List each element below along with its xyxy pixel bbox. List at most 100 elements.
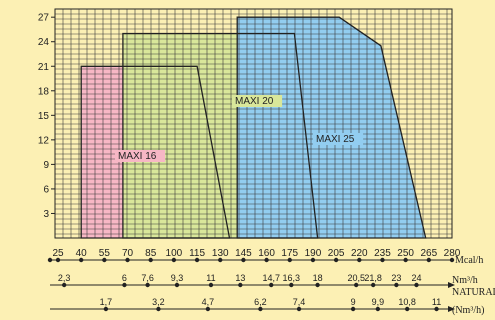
secondary-scale-tick-label: 4,7 — [202, 297, 215, 307]
secondary-scale-tick-label: 9,9 — [372, 297, 385, 307]
secondary-scale-tick-label: 6,2 — [254, 297, 267, 307]
x-tick-label: 250 — [397, 248, 414, 259]
series-area-3 — [237, 17, 426, 239]
x-tick-label: 40 — [76, 248, 88, 259]
y-tick-label: 24 — [38, 37, 50, 48]
natural-scale-tick-label: 11 — [206, 273, 215, 283]
series-label: MAXI 20 — [235, 96, 274, 107]
natural-gas-scale: 2,3 6 7,6 9,3 11 13 14,7 16,3 18 20,5 21,8 23 24 Nm³/… — [50, 273, 495, 298]
x-tick-label: 55 — [99, 248, 111, 259]
natural-scale-tick-label: 13 — [235, 273, 245, 283]
y-axis-ticks: 3 6 9 12 15 18 21 24 27 — [38, 13, 55, 220]
x-tick-dot — [357, 257, 362, 263]
x-tick-label: 25 — [52, 248, 64, 259]
x-tick-label: 205 — [328, 248, 345, 259]
series-areas — [81, 17, 426, 239]
natural-scale-tick-dot — [394, 282, 399, 288]
x-tick-dot — [310, 257, 316, 263]
secondary-scale-tick-dot — [205, 306, 211, 312]
x-tick-dot — [102, 257, 107, 263]
y-tick-label: 18 — [38, 86, 50, 97]
secondary-scale-arrow — [448, 306, 455, 312]
x-tick-label: 115 — [189, 248, 205, 259]
x-tick-dot — [194, 257, 200, 263]
x-tick-dot — [287, 257, 292, 263]
x-tick-dot — [125, 257, 130, 263]
natural-scale-tick-dot — [122, 282, 127, 288]
x-tick-label: 130 — [212, 248, 229, 259]
natural-scale-tick-dot — [61, 282, 67, 288]
natural-scale-tick-label: 18 — [313, 273, 323, 283]
y-tick-label: 6 — [43, 184, 49, 195]
natural-scale-tick-label: 7,6 — [141, 273, 154, 283]
x-tick-dot — [264, 257, 269, 263]
secondary-scale-tick-dot — [258, 306, 263, 312]
x-tick-dot — [55, 257, 61, 263]
series-label: MAXI 16 — [118, 151, 157, 162]
natural-scale-tick-label: 9,3 — [171, 273, 184, 283]
natural-scale-tick-dot — [208, 282, 214, 288]
x-tick-dot — [218, 257, 223, 263]
natural-scale-tick-dot — [414, 282, 419, 288]
natural-scale-sublabel: NATURAL — [452, 287, 495, 298]
x-tick-dot — [426, 257, 432, 263]
series-label-bg — [115, 150, 166, 162]
x-axis-scale: 25 40 55 70 85 100 115 130 145 160 175 190 205 220 235… — [47, 248, 483, 266]
series-labels: MAXI 16 MAXI 20 MAXI 25 — [115, 95, 364, 162]
y-tick-label: 3 — [43, 209, 49, 220]
series-label-bg — [232, 95, 283, 107]
x-tick-label: 265 — [420, 248, 437, 259]
secondary-scale-tick-dot — [103, 306, 109, 312]
natural-scale-tick-dot — [371, 282, 376, 288]
y-tick-label: 12 — [38, 135, 50, 146]
x-tick-dot — [403, 257, 408, 263]
secondary-scale-tick-label: 7,4 — [293, 297, 306, 307]
x-tick-dot — [171, 257, 177, 263]
natural-scale-tick-label: 6 — [122, 273, 127, 283]
secondary-scale-tick-dot — [375, 306, 381, 312]
y-tick-label: 27 — [38, 13, 50, 24]
secondary-scale-tick-dot — [296, 306, 302, 312]
x-tick-dot — [148, 257, 153, 263]
natural-scale-tick-label: 23 — [391, 273, 401, 283]
secondary-scale-tick-dot — [350, 306, 356, 312]
natural-scale-tick-label: 21,8 — [364, 273, 382, 283]
natural-scale-tick-dot — [174, 282, 180, 288]
y-tick-label: 21 — [38, 62, 50, 73]
x-tick-label: 160 — [258, 248, 275, 259]
x-tick-dot — [333, 257, 339, 263]
secondary-scale-tick-dot — [404, 306, 410, 312]
x-tick-label: 85 — [145, 248, 157, 259]
secondary-scale-tick-label: 3,2 — [152, 297, 165, 307]
x-tick-label: 70 — [122, 248, 134, 259]
secondary-scale-tick-dot — [156, 306, 161, 312]
chart-grid — [55, 9, 452, 238]
x-axis-start-dot — [47, 257, 53, 263]
x-tick-label: 190 — [305, 248, 322, 259]
natural-scale-arrow — [448, 282, 455, 288]
series-label-bg — [313, 133, 364, 145]
x-tick-label: 220 — [351, 248, 368, 259]
x-tick-label: 235 — [374, 248, 391, 259]
natural-scale-tick-dot — [145, 282, 150, 288]
natural-scale-tick-label: 2,3 — [58, 273, 71, 283]
natural-scale-tick-dot — [289, 282, 294, 288]
secondary-scale-unit: (Nm³/h) — [452, 305, 484, 316]
natural-scale-tick-label: 16,3 — [283, 273, 301, 283]
x-axis-unit: Mcal/h — [455, 255, 483, 266]
secondary-scale-tick-dot — [434, 306, 439, 312]
x-tick-label: 175 — [281, 248, 298, 259]
secondary-scale-tick-label: 11 — [432, 297, 441, 307]
natural-scale-tick-dot — [269, 282, 274, 288]
natural-scale-tick-dot — [354, 282, 359, 288]
x-tick-label: 145 — [235, 248, 252, 259]
secondary-scale-tick-label: 9 — [351, 297, 356, 307]
secondary-scale-tick-label: 1,7 — [100, 297, 113, 307]
secondary-gas-scale: 1,7 3,2 4,7 6,2 7,4 9 9,9 10,8 11 (Nm³/h) — [50, 297, 484, 316]
natural-scale-tick-label: 24 — [411, 273, 421, 283]
natural-scale-unit: Nm³/h — [452, 275, 478, 286]
x-tick-label: 280 — [444, 248, 461, 259]
plot-frame — [54, 8, 453, 239]
y-tick-label: 15 — [38, 111, 50, 122]
